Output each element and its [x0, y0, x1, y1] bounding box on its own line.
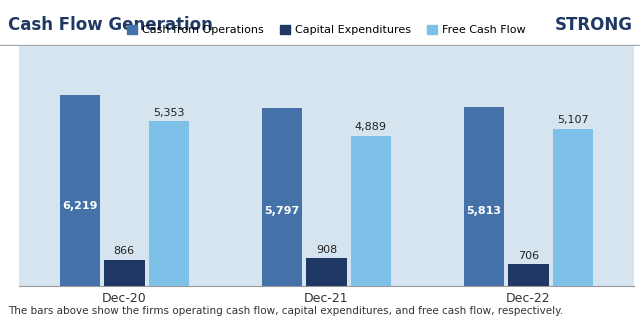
Text: 5,353: 5,353 — [153, 108, 184, 118]
Text: 5,107: 5,107 — [557, 115, 589, 125]
Text: The bars above show the firms operating cash flow, capital expenditures, and fre: The bars above show the firms operating … — [8, 307, 563, 316]
Bar — [60, 95, 100, 286]
Bar — [148, 121, 189, 286]
Text: 706: 706 — [518, 251, 539, 261]
Bar — [464, 107, 504, 286]
Bar — [306, 258, 347, 286]
Bar — [553, 129, 593, 286]
Bar — [104, 259, 145, 286]
Text: 4,889: 4,889 — [355, 122, 387, 132]
Text: 908: 908 — [316, 245, 337, 254]
Text: 5,797: 5,797 — [264, 206, 300, 216]
Text: Cash Flow Generation: Cash Flow Generation — [8, 16, 212, 34]
Bar — [262, 108, 302, 286]
Text: 5,813: 5,813 — [467, 206, 502, 216]
Text: 6,219: 6,219 — [62, 201, 97, 211]
Legend: Cash from Operations, Capital Expenditures, Free Cash Flow: Cash from Operations, Capital Expenditur… — [123, 20, 530, 40]
Text: 866: 866 — [114, 246, 135, 256]
Bar — [351, 136, 391, 286]
Text: STRONG: STRONG — [554, 16, 632, 34]
Bar — [508, 265, 548, 286]
